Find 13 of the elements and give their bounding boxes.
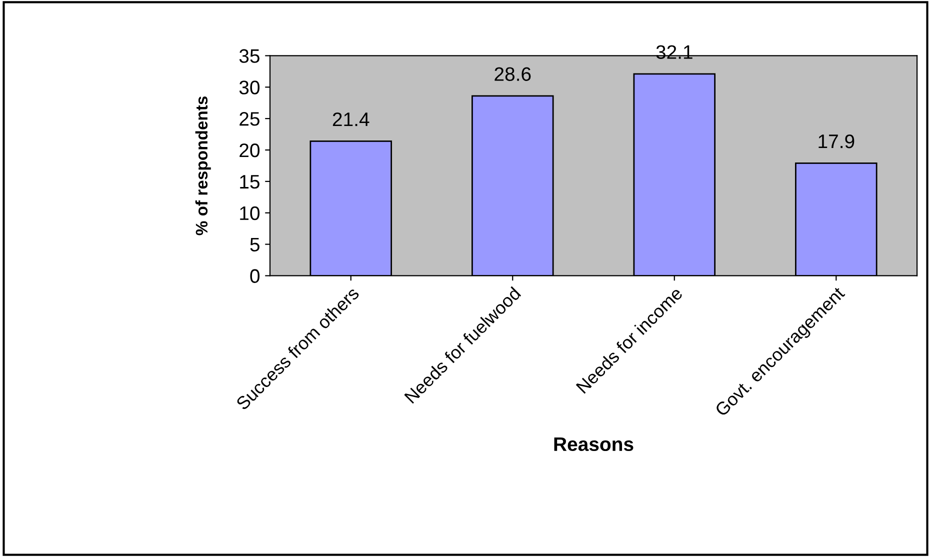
- y-axis-title: % of respondents: [195, 96, 211, 236]
- y-tick-label: 5: [250, 238, 260, 252]
- y-tick-label: 15: [240, 175, 260, 189]
- y-tick-label: 20: [240, 143, 260, 158]
- data-label: 21.4: [332, 112, 370, 126]
- data-label: 28.6: [494, 67, 531, 81]
- x-axis-title: Reasons: [554, 437, 634, 452]
- y-tick-label: 0: [250, 269, 260, 283]
- y-tick-label: 35: [239, 49, 260, 63]
- y-tick-label: 25: [240, 112, 260, 126]
- data-label: 17.9: [818, 134, 854, 148]
- y-tick-label: 30: [239, 80, 260, 94]
- y-tick-label: 10: [240, 206, 260, 220]
